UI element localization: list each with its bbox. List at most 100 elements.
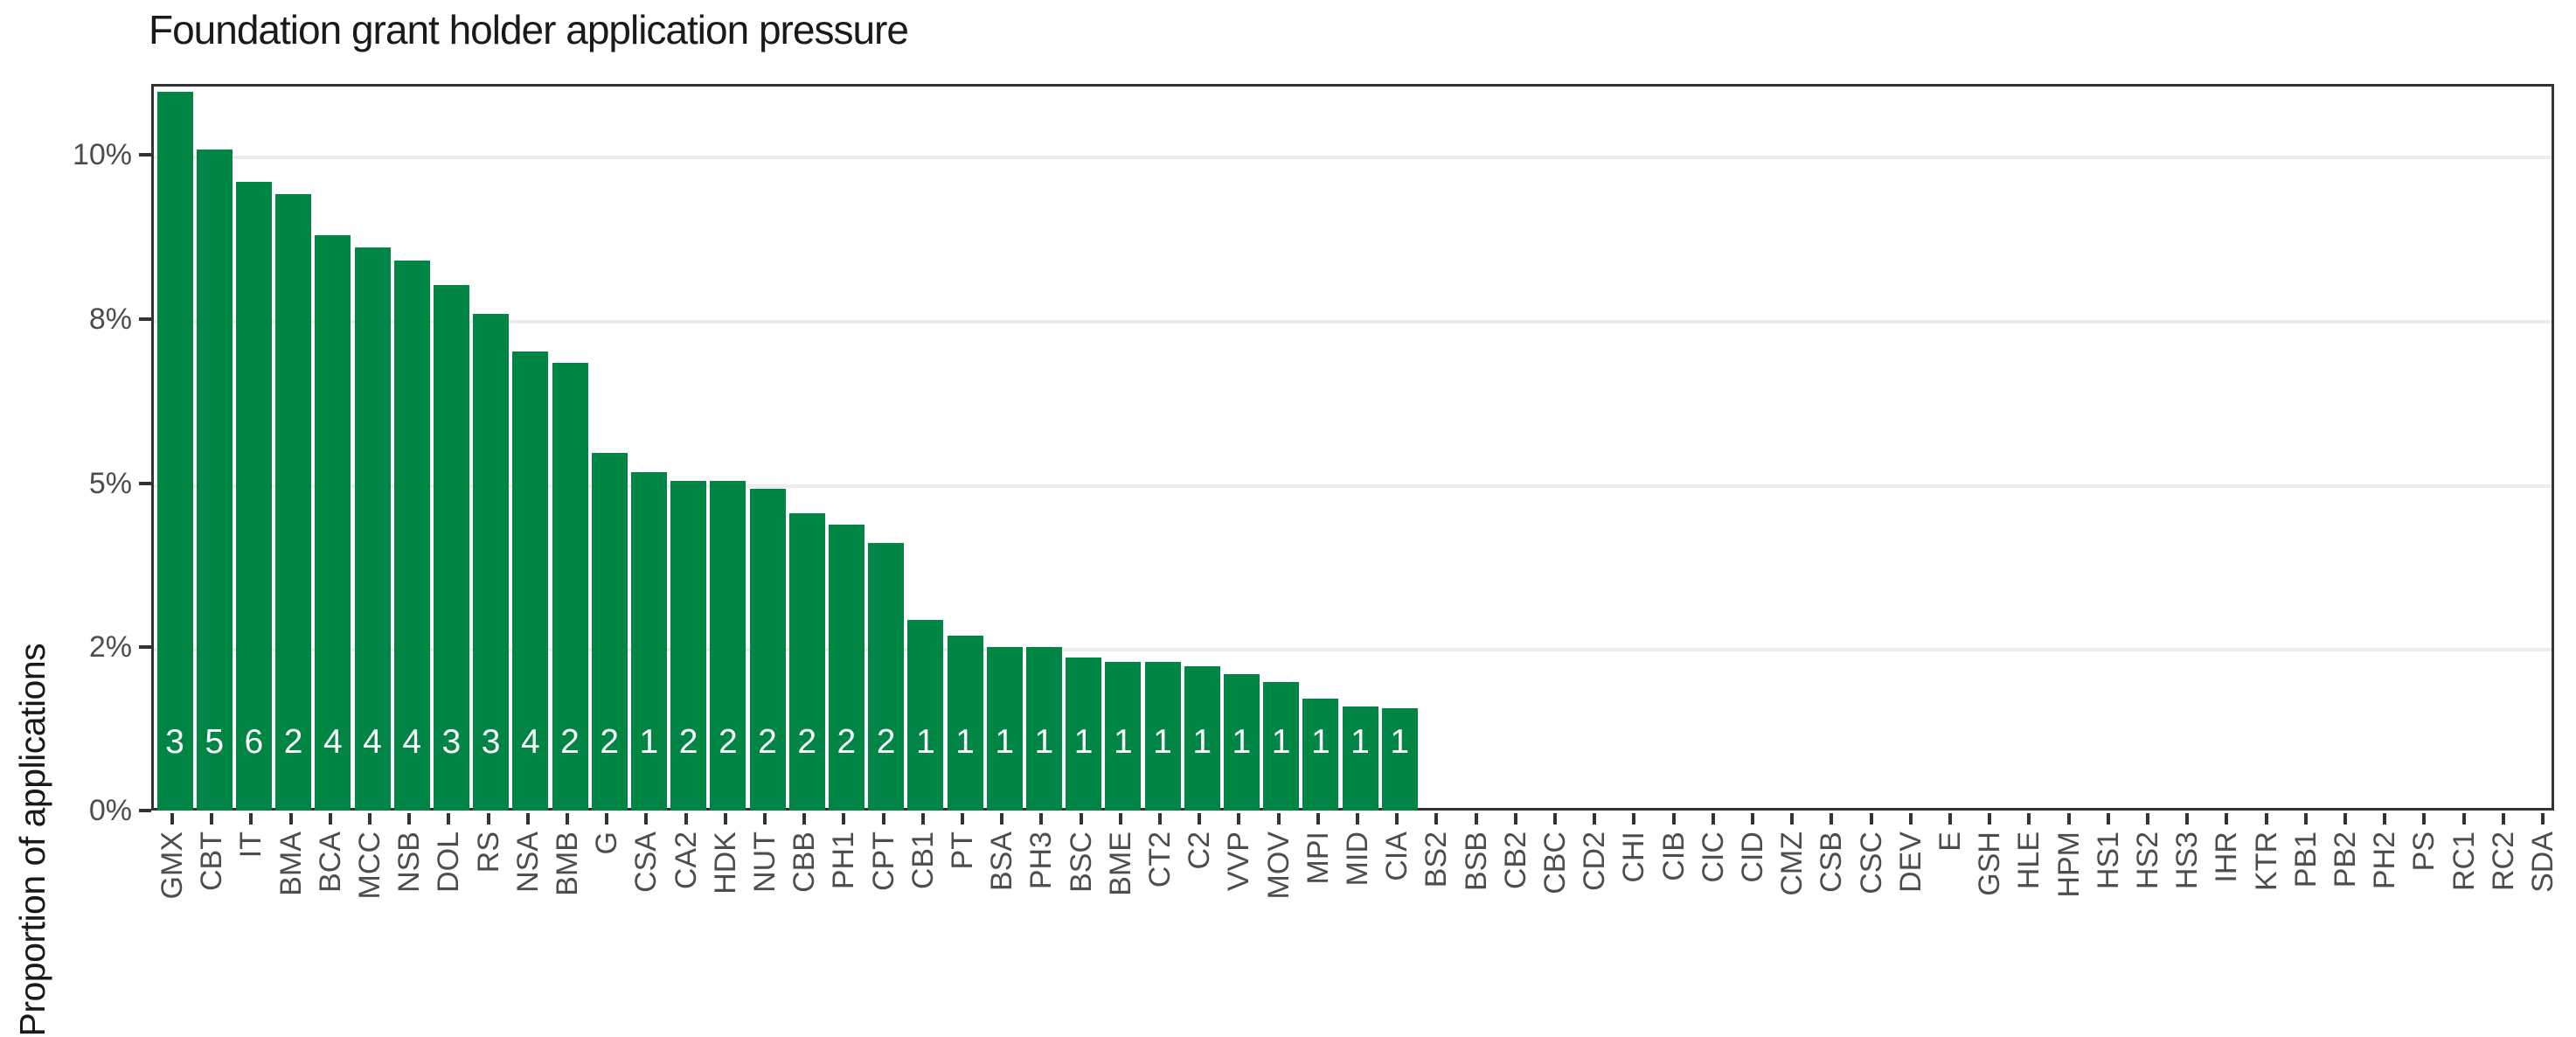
x-tick-label-PH2: PH2 xyxy=(2368,832,2402,890)
x-tick-CSA xyxy=(644,813,649,825)
x-tick-label-C2: C2 xyxy=(1183,832,1217,870)
x-tick-label-HS2: HS2 xyxy=(2131,832,2164,890)
y-tick-8% xyxy=(139,317,151,321)
x-tick-RC2 xyxy=(2501,813,2505,825)
bar-CPT: 2 xyxy=(868,543,905,811)
bar-count-label-PT: 1 xyxy=(955,722,975,761)
x-tick-CSB xyxy=(1830,813,1834,825)
x-tick-label-DEV: DEV xyxy=(1893,832,1927,893)
x-tick-KTR xyxy=(2264,813,2268,825)
x-tick-BSC xyxy=(1079,813,1083,825)
bar-count-label-BMA: 2 xyxy=(283,722,303,761)
x-tick-label-MPI: MPI xyxy=(1301,832,1335,885)
x-tick-label-CBC: CBC xyxy=(1538,832,1572,894)
bar-count-label-MPI: 1 xyxy=(1310,722,1330,761)
bar-count-label-PH1: 2 xyxy=(837,722,857,761)
x-tick-NSB xyxy=(407,813,412,825)
y-axis-title: Proportion of applications xyxy=(12,643,52,1037)
bar-HDK: 2 xyxy=(710,480,746,811)
x-tick-label-HLE: HLE xyxy=(2012,832,2046,890)
gridline-5% xyxy=(154,484,2552,488)
bar-BMA: 2 xyxy=(275,194,312,811)
x-tick-label-MCC: MCC xyxy=(353,832,386,900)
bar-RS: 3 xyxy=(473,313,510,811)
x-tick-label-CIB: CIB xyxy=(1656,832,1691,881)
x-tick-label-BME: BME xyxy=(1103,832,1137,896)
bar-BME: 1 xyxy=(1105,662,1142,811)
x-tick-label-IHR: IHR xyxy=(2210,832,2244,883)
x-tick-label-NUT: NUT xyxy=(748,832,781,893)
bar-count-label-RS: 3 xyxy=(481,722,501,761)
x-tick-BMA xyxy=(288,813,293,825)
x-tick-label-CBT: CBT xyxy=(195,832,229,891)
x-tick-NSA xyxy=(525,813,530,825)
x-tick-label-HDK: HDK xyxy=(708,832,742,894)
bar-count-label-BMB: 2 xyxy=(560,723,580,761)
x-tick-label-CID: CID xyxy=(1736,832,1769,883)
bar-count-label-C2: 1 xyxy=(1192,722,1212,761)
y-tick-2% xyxy=(139,645,151,649)
bar-count-label-HDK: 2 xyxy=(718,722,738,761)
x-tick-label-NSB: NSB xyxy=(392,832,427,893)
bar-count-label-CA2: 2 xyxy=(678,722,698,761)
bar-count-label-CBT: 5 xyxy=(205,722,225,761)
x-tick-CMZ xyxy=(1790,813,1795,825)
x-tick-label-HS3: HS3 xyxy=(2170,832,2205,890)
x-tick-CD2 xyxy=(1593,813,1597,825)
x-tick-PB1 xyxy=(2303,813,2308,825)
bar-MCC: 4 xyxy=(354,247,391,811)
bar-C2: 1 xyxy=(1184,665,1220,811)
bar-count-label-VVP: 1 xyxy=(1232,722,1252,761)
gridline-10% xyxy=(154,156,2552,159)
bar-count-label-MCC: 4 xyxy=(363,722,382,761)
x-tick-CHI xyxy=(1632,813,1636,825)
x-tick-label-E: E xyxy=(1934,832,1967,852)
bar-count-label-CIA: 1 xyxy=(1390,722,1410,761)
bar-NUT: 2 xyxy=(749,489,786,811)
x-tick-label-DOL: DOL xyxy=(432,832,466,893)
bar-NSA: 4 xyxy=(512,351,549,811)
x-tick-MOV xyxy=(1276,813,1281,825)
bar-count-label-CBB: 2 xyxy=(797,722,817,761)
x-tick-label-CA2: CA2 xyxy=(669,832,703,890)
x-tick-label-BSC: BSC xyxy=(1064,832,1098,893)
x-tick-label-BSB: BSB xyxy=(1459,832,1493,892)
bar-CBB: 2 xyxy=(788,513,825,811)
x-tick-label-CB1: CB1 xyxy=(906,832,940,890)
x-tick-IHR xyxy=(2225,813,2229,825)
x-tick-DOL xyxy=(447,813,451,825)
x-tick-label-RS: RS xyxy=(471,832,505,873)
bar-count-label-G: 2 xyxy=(600,722,620,761)
x-tick-SDA xyxy=(2541,813,2545,825)
x-tick-label-PS: PS xyxy=(2407,832,2441,872)
x-tick-label-RC1: RC1 xyxy=(2447,832,2481,892)
bar-G: 2 xyxy=(591,453,628,811)
x-tick-label-CMZ: CMZ xyxy=(1775,832,1809,896)
x-tick-RC1 xyxy=(2461,813,2466,825)
bar-count-label-CSA: 1 xyxy=(639,722,659,761)
x-tick-PH3 xyxy=(1039,813,1044,825)
x-tick-label-VVP: VVP xyxy=(1222,832,1256,892)
y-tick-label-5%: 5% xyxy=(88,467,132,500)
y-tick-label-10%: 10% xyxy=(72,138,132,171)
bar-VVP: 1 xyxy=(1223,674,1260,811)
bar-DOL: 3 xyxy=(433,284,469,811)
x-tick-label-PT: PT xyxy=(946,832,979,870)
chart-title: Foundation grant holder application pres… xyxy=(149,7,909,52)
bar-count-label-CB1: 1 xyxy=(915,722,935,761)
x-tick-NUT xyxy=(763,813,767,825)
x-tick-label-GSH: GSH xyxy=(1973,832,2007,896)
x-tick-MID xyxy=(1356,813,1359,825)
x-tick-label-CD2: CD2 xyxy=(1578,832,1612,892)
x-tick-BME xyxy=(1118,813,1122,825)
bar-count-label-CT2: 1 xyxy=(1153,722,1172,761)
x-tick-HLE xyxy=(2027,813,2031,825)
x-tick-label-CBB: CBB xyxy=(788,832,822,893)
x-tick-HS1 xyxy=(2106,813,2110,825)
bar-MOV: 1 xyxy=(1263,682,1300,811)
x-tick-label-PH1: PH1 xyxy=(827,832,861,890)
x-tick-BS2 xyxy=(1434,813,1439,825)
bar-MID: 1 xyxy=(1342,706,1378,811)
x-tick-G xyxy=(605,813,609,825)
